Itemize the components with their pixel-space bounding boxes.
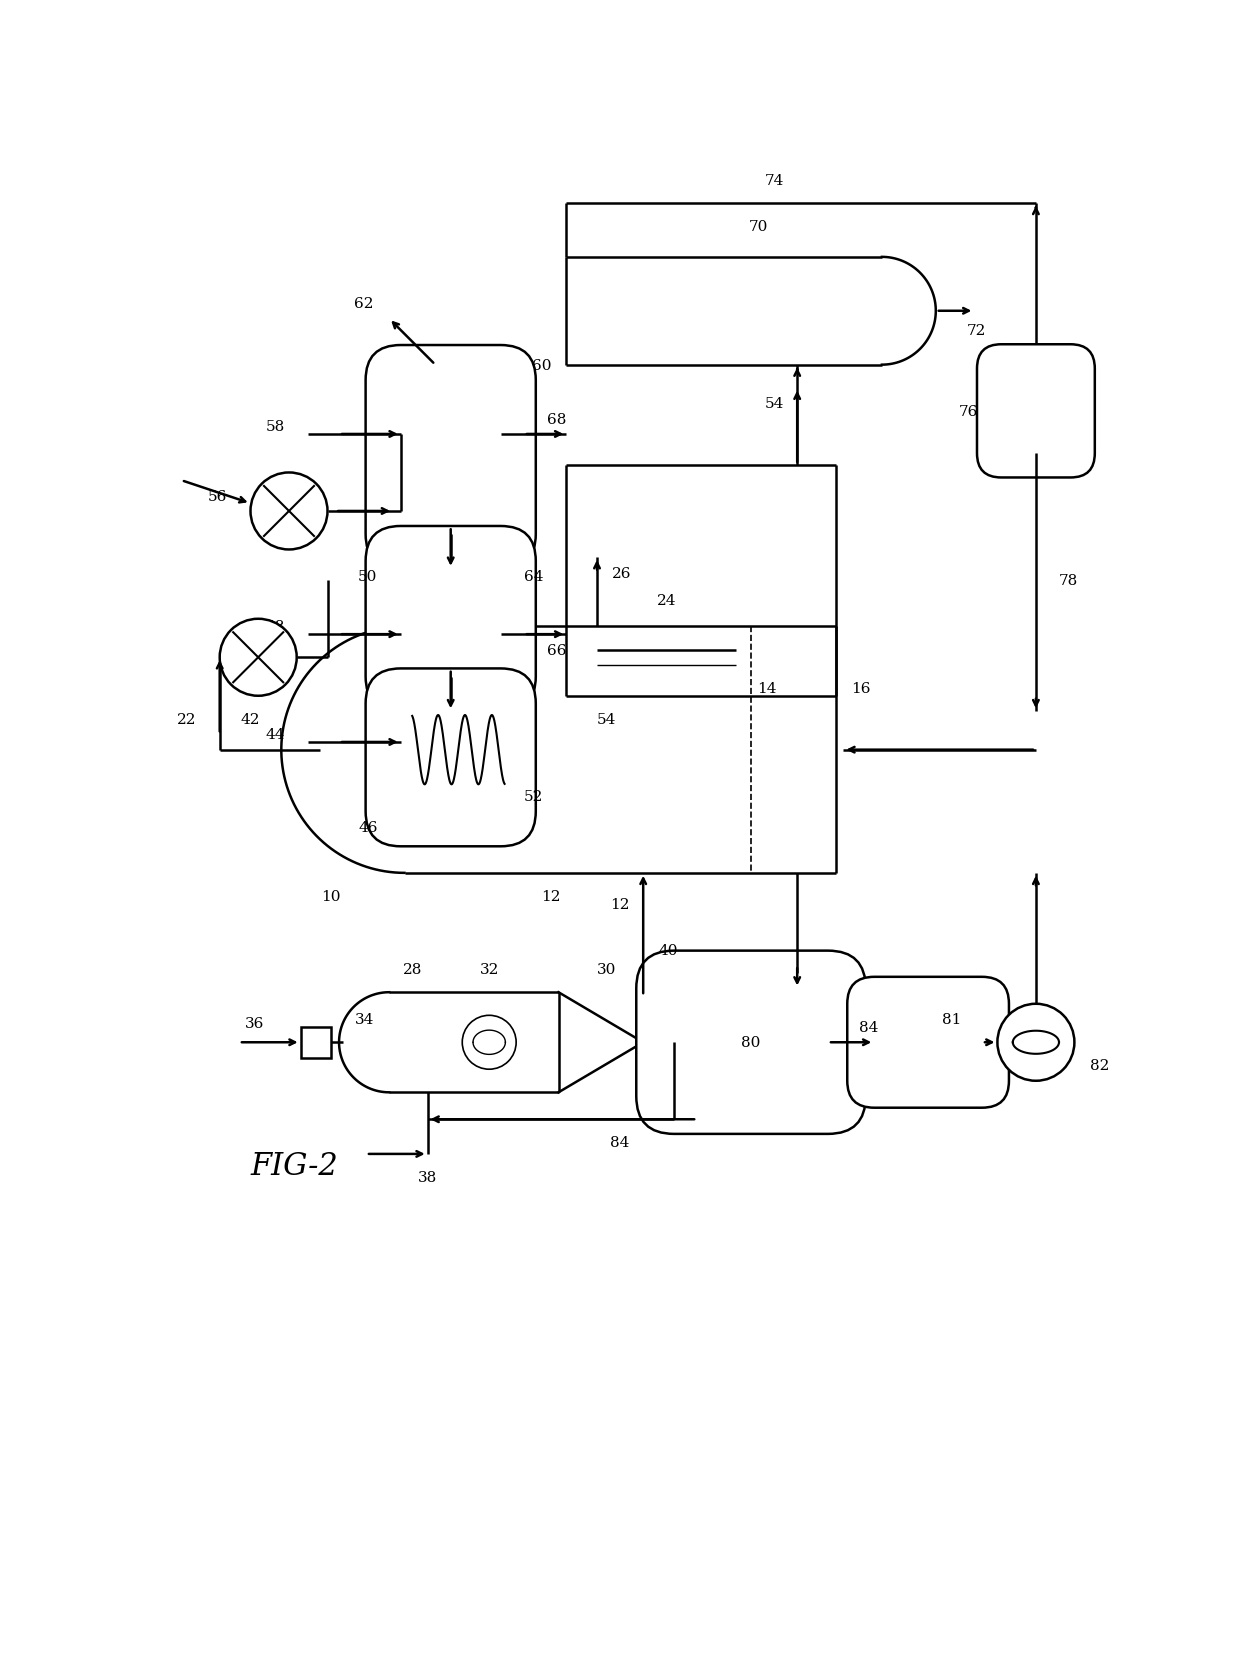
Text: 80: 80 <box>742 1036 760 1049</box>
Text: 22: 22 <box>177 713 197 726</box>
Text: FIG-2: FIG-2 <box>250 1151 339 1181</box>
Text: 42: 42 <box>241 713 260 726</box>
Text: 60: 60 <box>532 358 551 373</box>
Text: 84: 84 <box>859 1021 878 1034</box>
Text: 58: 58 <box>265 420 285 433</box>
Text: 54: 54 <box>596 713 616 726</box>
Text: 70: 70 <box>749 219 769 234</box>
Text: 54: 54 <box>764 397 784 412</box>
Text: 84: 84 <box>610 1136 630 1149</box>
Text: 44: 44 <box>265 728 285 741</box>
Text: 36: 36 <box>244 1017 264 1031</box>
Text: 78: 78 <box>1059 574 1079 587</box>
Text: 10: 10 <box>321 890 340 903</box>
Text: 14: 14 <box>756 681 776 696</box>
Text: 46: 46 <box>358 820 377 835</box>
Circle shape <box>997 1004 1074 1081</box>
Text: 26: 26 <box>613 565 632 581</box>
Text: 66: 66 <box>547 642 567 657</box>
FancyBboxPatch shape <box>977 345 1095 478</box>
Text: 40: 40 <box>658 944 678 957</box>
FancyBboxPatch shape <box>366 527 536 713</box>
Text: 68: 68 <box>547 412 567 427</box>
Text: 76: 76 <box>959 405 978 418</box>
Text: 50: 50 <box>358 570 377 584</box>
FancyBboxPatch shape <box>636 950 866 1134</box>
Text: 56: 56 <box>208 489 227 504</box>
Circle shape <box>219 619 296 696</box>
FancyBboxPatch shape <box>366 669 536 847</box>
FancyBboxPatch shape <box>847 977 1009 1108</box>
Text: 24: 24 <box>656 594 676 607</box>
FancyBboxPatch shape <box>366 346 536 570</box>
Text: 12: 12 <box>610 897 630 912</box>
Text: 48: 48 <box>265 621 285 634</box>
Text: 32: 32 <box>480 962 498 977</box>
Text: 52: 52 <box>523 790 543 803</box>
Text: 34: 34 <box>355 1012 373 1027</box>
Text: 82: 82 <box>1090 1059 1109 1072</box>
Text: 72: 72 <box>967 325 986 338</box>
Text: 38: 38 <box>418 1171 438 1184</box>
Text: 62: 62 <box>355 296 373 311</box>
Text: 16: 16 <box>851 681 870 696</box>
Bar <box>300 1027 331 1057</box>
Text: 28: 28 <box>403 962 422 977</box>
Text: 74: 74 <box>764 174 784 187</box>
Circle shape <box>250 473 327 550</box>
Text: 64: 64 <box>523 570 543 584</box>
Text: 12: 12 <box>541 890 560 903</box>
Text: 30: 30 <box>596 962 616 977</box>
Text: 81: 81 <box>941 1012 961 1027</box>
Circle shape <box>463 1016 516 1069</box>
